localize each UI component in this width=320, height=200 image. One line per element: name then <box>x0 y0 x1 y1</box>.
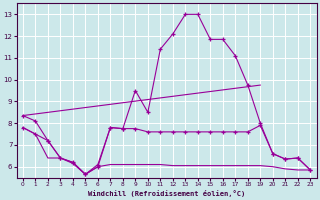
X-axis label: Windchill (Refroidissement éolien,°C): Windchill (Refroidissement éolien,°C) <box>88 190 245 197</box>
